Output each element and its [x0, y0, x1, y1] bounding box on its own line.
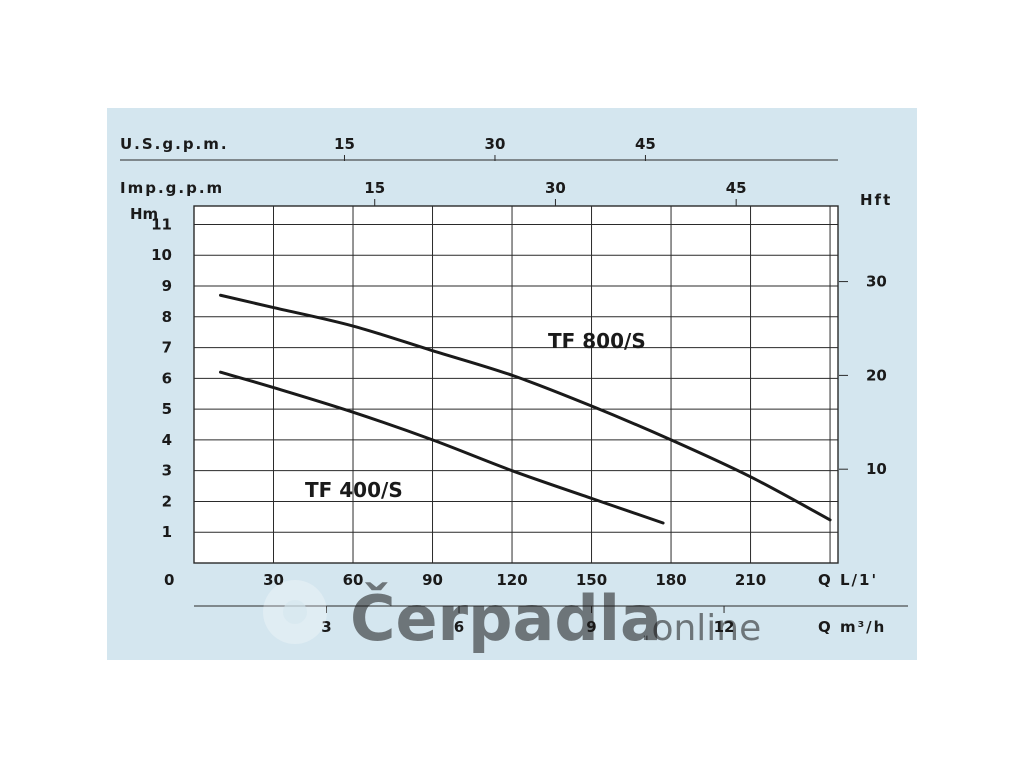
watermark-suffix-text: .online [640, 608, 761, 649]
x-axis-origin-label: 0 [164, 571, 174, 589]
right-tick-label: 20 [866, 366, 887, 384]
x-tick-label: 30 [263, 571, 284, 589]
top-imp-tick-label: 30 [545, 179, 566, 197]
x-tick-label: 180 [655, 571, 686, 589]
series-line-2 [219, 370, 665, 525]
top-us-tick-label: 45 [635, 135, 656, 153]
y-tick-label: 10 [151, 246, 172, 264]
y-axis-unit-label: Hm [130, 205, 158, 223]
x-secondary-tick-label: 12 [714, 618, 735, 636]
x-tick-label: 60 [343, 571, 364, 589]
y-tick-label: 7 [162, 339, 172, 357]
x-tick-label: 90 [422, 571, 443, 589]
right-tick-label: 10 [866, 460, 887, 478]
x-tick-label: 150 [576, 571, 607, 589]
y-tick-label: 4 [162, 431, 172, 449]
series-label-2: TF 400/S [305, 478, 403, 502]
y-tick-label: 9 [162, 277, 172, 295]
axes: U.S.g.p.m. Imp.g.p.m Hm Hft 0 Q L/1' Q m… [120, 135, 908, 636]
top-imp-tick-label: 15 [364, 179, 385, 197]
series-line-1 [219, 293, 832, 522]
plot-area [193, 205, 839, 564]
top-imp-tick-label: 45 [726, 179, 747, 197]
swirl-logo-icon [263, 580, 327, 644]
x-secondary-tick-label: 6 [454, 618, 464, 636]
x-secondary-tick-label: 9 [586, 618, 596, 636]
y-tick-label: 3 [162, 462, 172, 480]
x-secondary-unit-label: Q m³/h [818, 618, 886, 636]
x-tick-label: 120 [496, 571, 527, 589]
x-axis-unit-label: Q L/1' [818, 571, 878, 589]
x-secondary-tick-label: 3 [321, 618, 331, 636]
y-tick-label: 2 [162, 492, 172, 510]
brand-watermark: Čerpadla .online [263, 580, 761, 655]
y-tick-label: 6 [162, 369, 172, 387]
top-imp-unit-label: Imp.g.p.m [120, 179, 224, 197]
right-tick-label: 30 [866, 273, 887, 291]
series-curves: TF 800/S TF 400/S [219, 293, 832, 525]
series-label-1: TF 800/S [548, 329, 646, 353]
x-tick-label: 210 [735, 571, 766, 589]
watermark-brand-text: Čerpadla [350, 582, 662, 655]
y-tick-label: 1 [162, 523, 172, 541]
top-us-tick-label: 15 [334, 135, 355, 153]
y-tick-label: 5 [162, 400, 172, 418]
y-tick-label: 11 [151, 215, 172, 233]
right-axis-unit-label: Hft [860, 191, 892, 209]
y-tick-label: 8 [162, 308, 172, 326]
top-us-tick-label: 30 [485, 135, 506, 153]
top-us-unit-label: U.S.g.p.m. [120, 135, 229, 153]
